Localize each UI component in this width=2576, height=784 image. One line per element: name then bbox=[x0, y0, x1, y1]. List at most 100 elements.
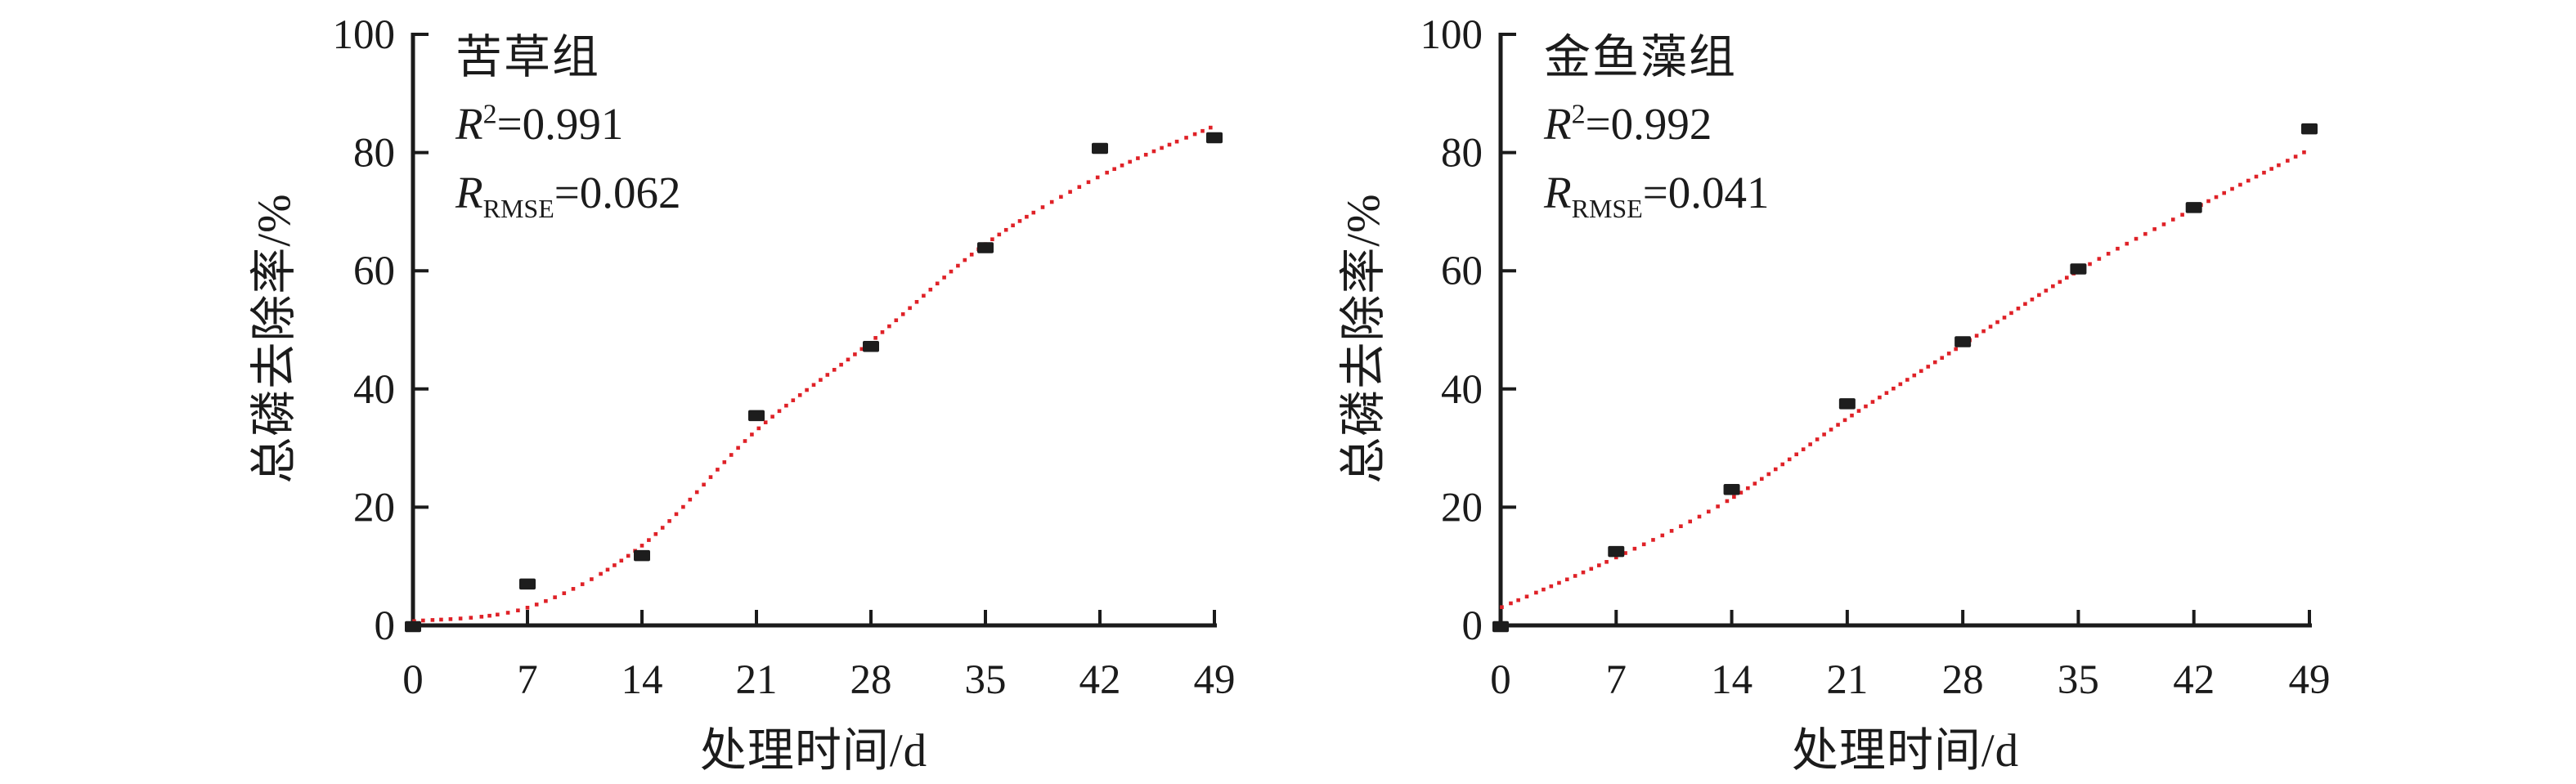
data-point-marker bbox=[2301, 123, 2318, 135]
fit-curve-dot bbox=[562, 591, 567, 595]
fit-curve-dot bbox=[1068, 190, 1072, 194]
fit-curve-dot bbox=[1688, 519, 1693, 524]
x-tick-label: 49 bbox=[1194, 657, 1236, 703]
fit-curve-dot bbox=[1613, 555, 1618, 560]
fit-curve-dot bbox=[1209, 125, 1213, 130]
fit-curve-dot bbox=[1884, 391, 1889, 395]
fit-curve-dot bbox=[1988, 325, 1993, 329]
fit-curve-dot bbox=[1534, 590, 1538, 595]
fit-curve-dot bbox=[1031, 210, 1036, 215]
fit-curve-dot bbox=[805, 388, 809, 392]
r2-exponent: 2 bbox=[1571, 99, 1586, 130]
fit-curve-dot bbox=[2088, 262, 2092, 267]
fit-curve-dot bbox=[1516, 598, 1520, 603]
fit-curve-dot bbox=[1500, 605, 1504, 609]
x-tick-label: 35 bbox=[965, 657, 1007, 703]
rmse-symbol: R bbox=[456, 168, 483, 217]
x-tick-label: 21 bbox=[736, 657, 778, 703]
fit-curve-dot bbox=[1739, 491, 1744, 495]
x-tick-label: 14 bbox=[1711, 657, 1752, 703]
y-tick-label: 80 bbox=[353, 131, 395, 177]
fit-curve-dot bbox=[1850, 413, 1854, 418]
fit-curve-dot bbox=[1597, 563, 1601, 567]
fit-curve-dot bbox=[505, 611, 510, 615]
fit-curve-dot bbox=[694, 490, 699, 495]
fit-curve-dot bbox=[1151, 149, 1156, 154]
fit-curve-dot bbox=[1842, 418, 1847, 423]
fit-curve-dot bbox=[956, 263, 960, 268]
fit-curve-dot bbox=[1200, 128, 1205, 133]
y-tick-label: 100 bbox=[333, 12, 396, 58]
fit-curve-dot bbox=[2065, 276, 2069, 280]
fit-curve-dot bbox=[1954, 347, 1958, 352]
fit-curve-dot bbox=[708, 475, 713, 479]
fit-curve-dot bbox=[846, 357, 850, 362]
fit-curve-dot bbox=[1946, 352, 1951, 356]
fit-curve-dot bbox=[2206, 199, 2210, 204]
fit-curve-dot bbox=[839, 362, 843, 367]
fit-curve-dot bbox=[516, 608, 520, 612]
fit-curve-dot bbox=[1112, 167, 1116, 172]
fit-curve-dot bbox=[1025, 214, 1029, 219]
fit-curve-dot bbox=[2125, 241, 2129, 246]
fit-curve-dot bbox=[439, 617, 443, 622]
fit-curve-dot bbox=[2002, 316, 2007, 320]
fit-curve-dot bbox=[942, 276, 946, 280]
fit-curve-dot bbox=[2037, 293, 2041, 298]
fit-curve-dot bbox=[887, 324, 891, 329]
series-title-jinyuzao: 金鱼藻组 bbox=[1544, 32, 1737, 83]
data-point-marker bbox=[977, 242, 994, 253]
fit-curve-dot bbox=[1856, 409, 1861, 413]
fit-curve-dot bbox=[660, 526, 665, 530]
fit-curve-dot bbox=[716, 468, 720, 472]
fit-curve-dot bbox=[2116, 246, 2120, 251]
fit-curve-dot bbox=[1981, 329, 1986, 334]
fit-curve-dot bbox=[1059, 195, 1063, 199]
fit-curve-dot bbox=[1524, 594, 1529, 599]
fit-curve-dot bbox=[1912, 373, 1917, 378]
fit-curve-dot bbox=[1794, 452, 1798, 457]
rmse-line-kucao: RRMSE=0.062 bbox=[456, 167, 681, 222]
fit-curve-dot bbox=[756, 426, 761, 431]
fit-curve-dot bbox=[1974, 334, 1979, 338]
fit-curve-dot bbox=[1940, 356, 1945, 361]
fit-curve-dot bbox=[590, 577, 594, 581]
fit-curve-dot bbox=[1669, 529, 1674, 533]
fit-curve-dot bbox=[2302, 150, 2306, 155]
fit-curve-dot bbox=[743, 439, 747, 443]
fit-curve-dot bbox=[935, 281, 940, 286]
fit-curve-dot bbox=[619, 558, 624, 563]
fit-curve-dot bbox=[1697, 514, 1702, 519]
fit-curve-dot bbox=[1040, 205, 1045, 209]
fit-curve-dot bbox=[1878, 395, 1882, 400]
fit-curve-dot bbox=[777, 409, 782, 414]
fit-curve-dot bbox=[1870, 400, 1875, 404]
fit-curve-dot bbox=[1829, 428, 1833, 432]
fit-curve-dot bbox=[2269, 167, 2273, 171]
x-tick-label: 42 bbox=[2173, 657, 2215, 703]
fit-curve-dot bbox=[1995, 320, 1999, 325]
fit-curve-dot bbox=[963, 258, 967, 262]
fit-curve-dot bbox=[2254, 174, 2259, 179]
rmse-value: =0.041 bbox=[1642, 168, 1770, 217]
fit-curve-dot bbox=[1932, 360, 1937, 365]
fit-curve-dot bbox=[1773, 467, 1778, 472]
fit-curve-dot bbox=[1167, 142, 1172, 147]
y-axis-title-kucao: 总磷去除率/% bbox=[249, 193, 300, 484]
y-tick-label: 40 bbox=[1441, 367, 1483, 413]
x-tick-label: 21 bbox=[1826, 657, 1868, 703]
fit-curve-dot bbox=[2016, 307, 2021, 311]
fit-curve-dot bbox=[2262, 170, 2266, 175]
x-tick-label: 49 bbox=[2289, 657, 2331, 703]
data-point-marker bbox=[1608, 545, 1625, 558]
fit-curve-dot bbox=[894, 318, 899, 323]
fit-curve-dot bbox=[1732, 495, 1736, 500]
fit-curve-dot bbox=[722, 460, 727, 464]
fit-curve-dot bbox=[2222, 190, 2227, 195]
fit-curve-dot bbox=[1836, 423, 1840, 427]
fit-curve-dot bbox=[1746, 486, 1750, 491]
fit-curve-dot bbox=[736, 446, 740, 450]
y-tick-label: 60 bbox=[353, 249, 395, 294]
